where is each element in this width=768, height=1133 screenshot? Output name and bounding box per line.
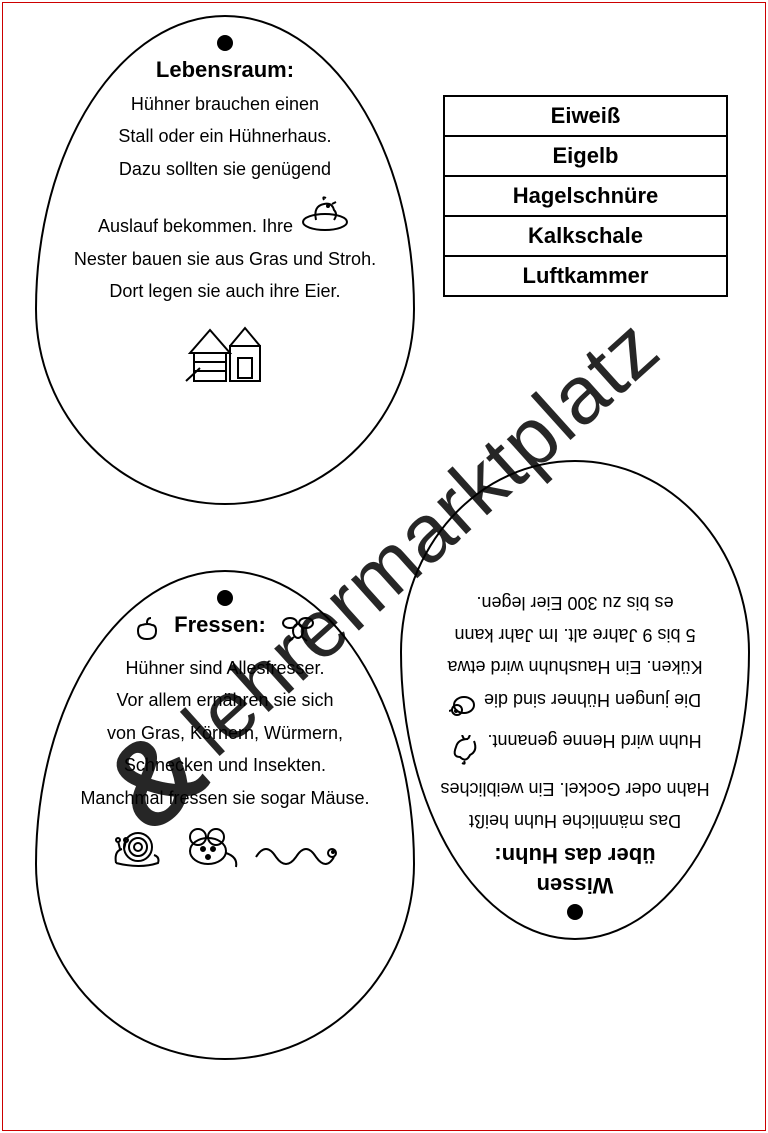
rooster-icon <box>448 729 482 767</box>
text-line: Die jungen Hühner sind die <box>420 687 730 719</box>
apple-icon <box>134 615 160 646</box>
chick-icon <box>449 687 479 719</box>
vocab-cell: Eigelb <box>444 136 727 176</box>
egg-title: Fressen: <box>174 612 266 638</box>
text-line: Küken. Ein Haushuhn wird etwa <box>420 655 730 678</box>
mouse-icon <box>178 819 242 874</box>
hen-on-nest-icon <box>298 190 352 238</box>
text-line: Nester bauen sie aus Gras und Stroh. <box>55 248 395 271</box>
text-line: Auslauf bekommen. Ihre <box>55 190 395 238</box>
text-line: Hühner brauchen einen <box>55 93 395 116</box>
text-span: Die jungen Hühner sind die <box>484 690 701 710</box>
vocab-cell: Eiweiß <box>444 96 727 136</box>
text-span: Auslauf bekommen. Ihre <box>98 216 293 236</box>
worm-icon <box>250 833 340 874</box>
text-line: Hühner sind Allesfresser. <box>55 657 395 680</box>
text-line: Schnecken und Insekten. <box>55 754 395 777</box>
text-line: Stall oder ein Hühnerhaus. <box>55 125 395 148</box>
text-line: Das männliche Huhn heißt <box>420 809 730 832</box>
vocab-cell: Luftkammer <box>444 256 727 296</box>
punch-hole <box>217 590 233 606</box>
text-line: Dort legen sie auch ihre Eier. <box>55 280 395 303</box>
vocab-cell: Hagelschnüre <box>444 176 727 216</box>
snail-icon <box>110 823 170 874</box>
text-line: von Gras, Körnern, Würmern, <box>55 722 395 745</box>
text-line: Vor allem ernähren sie sich <box>55 689 395 712</box>
text-line: Huhn wird Henne genannt. <box>420 729 730 767</box>
text-line: Hahn oder Gockel. Ein weibliches <box>420 776 730 799</box>
text-line: Manchmal fressen sie sogar Mäuse. <box>55 787 395 810</box>
punch-hole <box>217 35 233 51</box>
text-line: es bis zu 300 Eier legen. <box>420 590 730 613</box>
vocab-cell: Kalkschale <box>444 216 727 256</box>
chicken-coop-icon <box>180 318 270 393</box>
text-span: Huhn wird Henne genannt. <box>487 731 701 751</box>
food-clipart-row <box>55 819 395 874</box>
fly-icon <box>280 613 316 648</box>
punch-hole <box>567 904 583 920</box>
text-line: 5 bis 9 Jahre alt. Im Jahr kann <box>420 623 730 646</box>
egg-title-line2: über das Huhn: <box>420 842 730 868</box>
vocab-table: Eiweiß Eigelb Hagelschnüre Kalkschale Lu… <box>443 95 728 297</box>
text-line: Dazu sollten sie genügend <box>55 158 395 181</box>
